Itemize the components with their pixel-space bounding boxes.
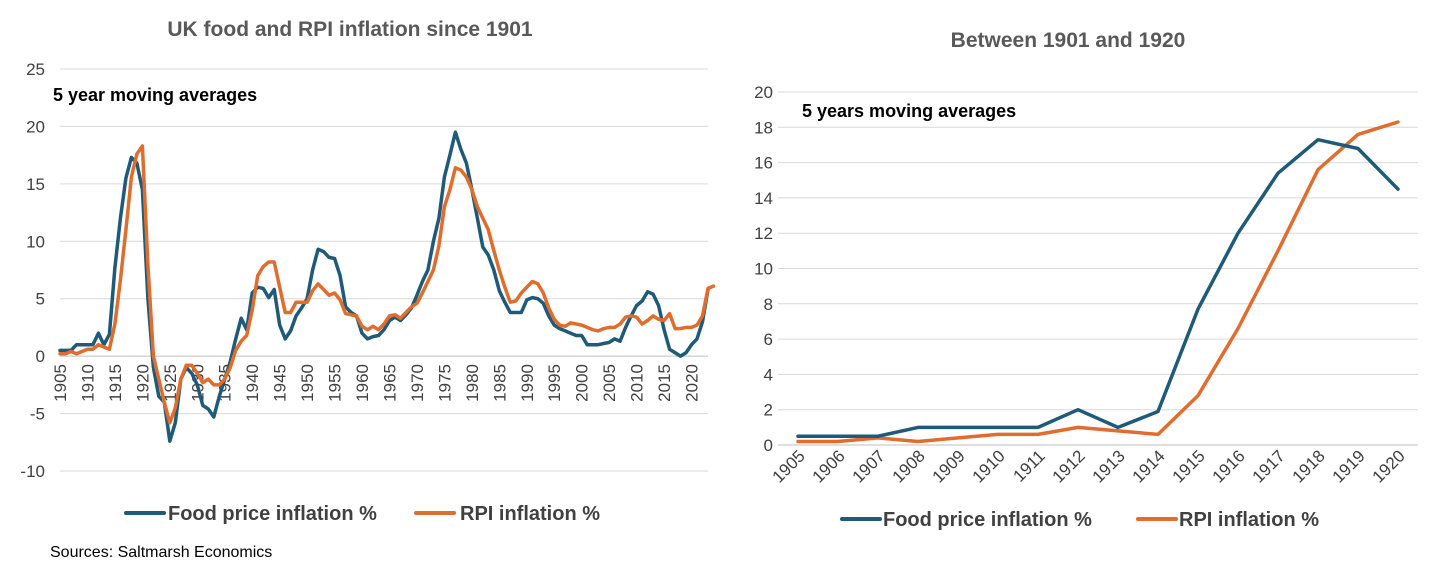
x-tick-label: 1906 — [809, 446, 849, 486]
y-tick-label: 15 — [26, 175, 45, 194]
y-tick-label: 4 — [764, 365, 773, 384]
y-tick-label: 20 — [754, 83, 773, 102]
x-tick-label: 1907 — [849, 446, 889, 486]
series-line-rpi — [58, 144, 716, 425]
x-tick-label: 1918 — [1289, 446, 1329, 486]
x-tick-label: 1915 — [106, 364, 125, 402]
x-tick-label: 1917 — [1249, 446, 1289, 486]
y-tick-label: 5 — [36, 290, 45, 309]
y-tick-label: -10 — [20, 462, 45, 481]
y-tick-label: 2 — [764, 401, 773, 420]
chart2-annotation: 5 years moving averages — [802, 101, 1016, 121]
chart2-legend: Food price inflation % RPI inflation % — [840, 509, 1319, 531]
legend-label-food: Food price inflation % — [168, 503, 377, 525]
x-tick-label: 1905 — [51, 364, 70, 402]
x-tick-label: 1912 — [1049, 446, 1089, 486]
y-tick-label: -5 — [30, 405, 45, 424]
x-tick-label: 1965 — [380, 364, 399, 402]
x-tick-label: 1914 — [1129, 446, 1169, 486]
x-tick-label: 2015 — [655, 364, 674, 402]
chart2-title: Between 1901 and 1920 — [951, 29, 1186, 52]
y-tick-label: 10 — [754, 260, 773, 279]
chart1-title: UK food and RPI inflation since 1901 — [167, 18, 533, 41]
x-tick-label: 1920 — [133, 364, 152, 402]
x-tick-label: 2005 — [600, 364, 619, 402]
chart1-annotation: 5 year moving averages — [53, 85, 257, 105]
y-tick-label: 0 — [764, 436, 773, 455]
series-line-food — [796, 137, 1400, 438]
x-tick-label: 1919 — [1329, 446, 1369, 486]
x-tick-label: 2000 — [573, 364, 592, 402]
x-tick-label: 1945 — [271, 364, 290, 402]
legend-label-rpi: RPI inflation % — [460, 503, 600, 525]
series-line-rpi — [796, 120, 1400, 444]
x-tick-label: 1970 — [408, 364, 427, 402]
y-tick-label: 16 — [754, 154, 773, 173]
x-tick-label: 1950 — [298, 364, 317, 402]
source-note: Sources: Saltmarsh Economics — [50, 544, 272, 561]
series-line-food — [58, 130, 710, 443]
x-tick-label: 1913 — [1089, 446, 1129, 486]
x-tick-label: 1925 — [161, 364, 180, 402]
x-tick-label: 1960 — [353, 364, 372, 402]
y-tick-label: 10 — [26, 232, 45, 251]
legend-label-food: Food price inflation % — [883, 509, 1092, 531]
x-tick-label: 1908 — [889, 446, 929, 486]
x-tick-label: 1910 — [78, 364, 97, 402]
x-tick-label: 2020 — [683, 364, 702, 402]
y-tick-label: 20 — [26, 117, 45, 136]
x-tick-label: 1995 — [545, 364, 564, 402]
x-tick-label: 1910 — [969, 446, 1009, 486]
y-tick-label: 0 — [36, 347, 45, 366]
y-tick-label: 25 — [26, 60, 45, 79]
y-tick-label: 14 — [754, 189, 773, 208]
x-tick-label: 1909 — [929, 446, 969, 486]
y-tick-label: 12 — [754, 224, 773, 243]
x-tick-label: 1905 — [769, 446, 809, 486]
x-tick-label: 1985 — [490, 364, 509, 402]
x-tick-label: 1990 — [518, 364, 537, 402]
x-tick-label: 1975 — [435, 364, 454, 402]
y-tick-label: 18 — [754, 118, 773, 137]
x-tick-label: 1911 — [1010, 446, 1049, 485]
x-tick-label: 1916 — [1209, 446, 1249, 486]
x-tick-label: 1955 — [326, 364, 345, 402]
x-tick-label: 1915 — [1169, 446, 1209, 486]
chart-1901-1920: Between 1901 and 1920 5 years moving ave… — [754, 29, 1418, 531]
x-tick-label: 1980 — [463, 364, 482, 402]
x-tick-label: 2010 — [628, 364, 647, 402]
x-tick-label: 1920 — [1369, 446, 1409, 486]
legend-label-rpi: RPI inflation % — [1179, 509, 1319, 531]
chart-long-run: UK food and RPI inflation since 1901 5 y… — [20, 18, 716, 525]
chart1-legend: Food price inflation % RPI inflation % — [124, 503, 600, 525]
x-tick-label: 1940 — [243, 364, 262, 402]
y-tick-label: 8 — [764, 295, 773, 314]
y-tick-label: 6 — [764, 330, 773, 349]
